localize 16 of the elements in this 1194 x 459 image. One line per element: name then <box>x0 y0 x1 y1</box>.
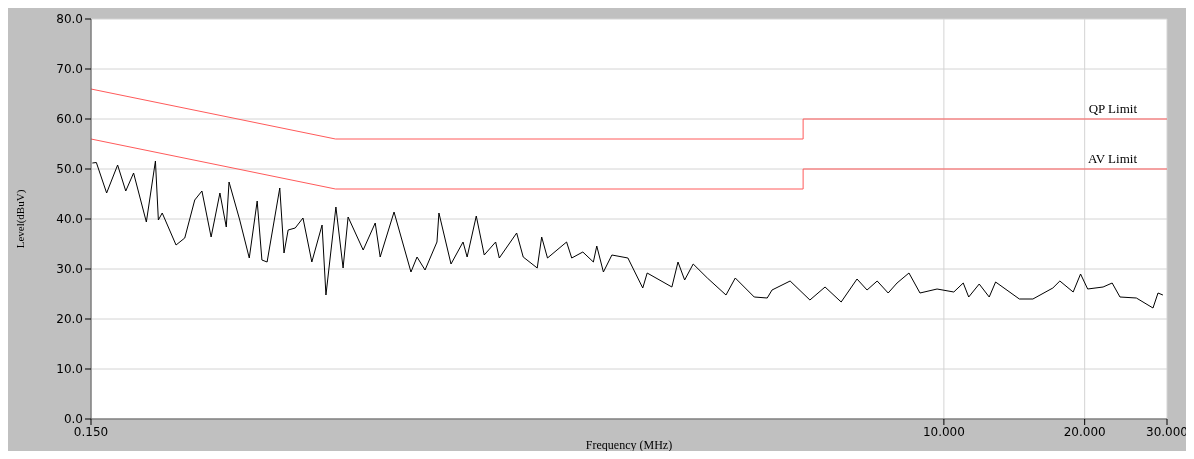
y-tick-label: 70.0 <box>56 62 83 77</box>
y-tick-label: 80.0 <box>56 12 83 27</box>
x-tick-label: 0.150 <box>73 424 109 439</box>
y-tick-label: 60.0 <box>56 112 83 127</box>
y-axis-title: Level(dBuV) <box>13 189 27 249</box>
series-label: AV Limit <box>1087 151 1138 166</box>
y-tick-label: 0.0 <box>63 412 83 427</box>
x-tick-label: 20.000 <box>1063 424 1106 439</box>
y-tick-label: 50.0 <box>56 162 83 177</box>
series-label: QP Limit <box>1088 101 1138 116</box>
y-tick-label: 20.0 <box>56 312 83 327</box>
y-tick-label: 30.0 <box>56 262 83 277</box>
y-tick-label: 10.0 <box>56 362 83 377</box>
x-axis-title: Frequency (MHz) <box>585 438 673 452</box>
y-tick-label: 40.0 <box>56 212 83 227</box>
x-tick-label: 10.000 <box>922 424 965 439</box>
